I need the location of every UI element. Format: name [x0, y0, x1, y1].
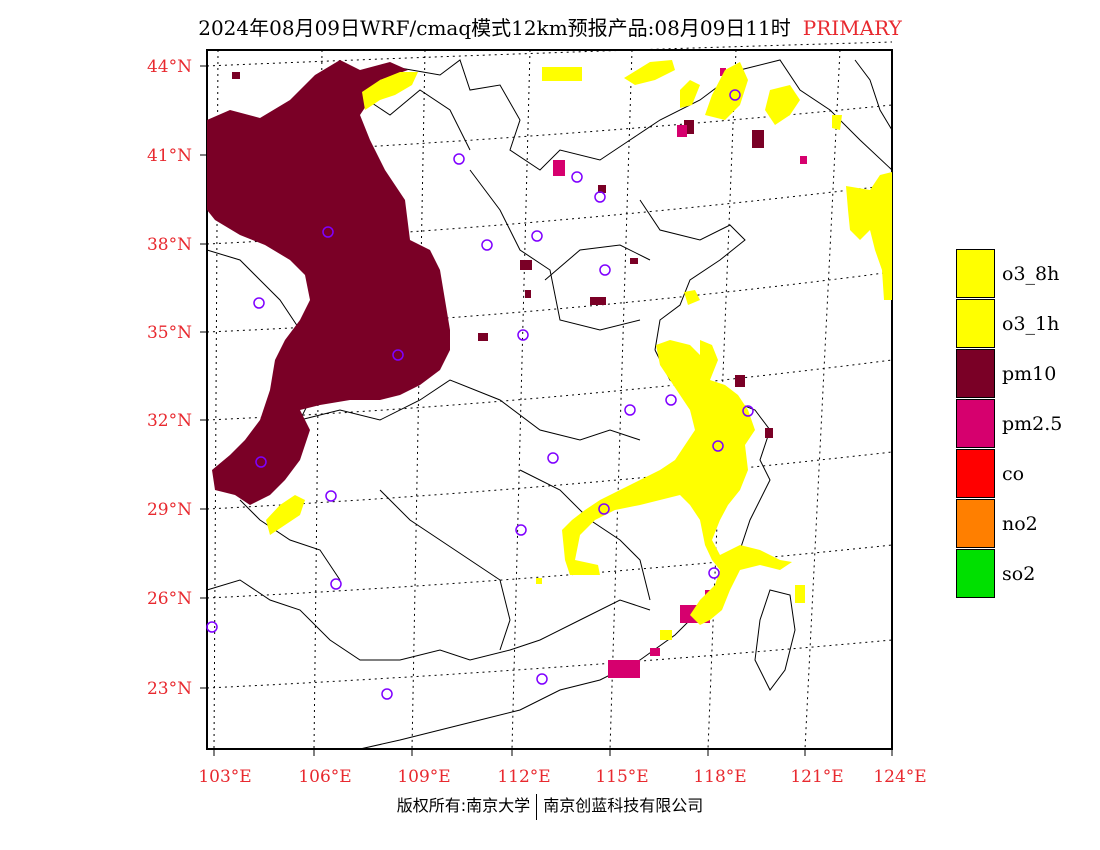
legend-swatch: [956, 549, 995, 598]
lat-label-26: 26°N: [147, 589, 192, 609]
lon-label-112: 112°E: [497, 767, 550, 787]
legend-item-no2: no2: [956, 499, 1100, 549]
lat-label-32: 32°N: [147, 411, 192, 431]
lon-label-124: 124°E: [873, 767, 926, 787]
legend-swatch: [956, 449, 995, 498]
copyright-left: 版权所有:南京大学: [396, 796, 531, 815]
legend-swatch: [956, 499, 995, 548]
pollutant-legend: o3_8h o3_1h pm10 pm2.5 co no2 so2: [956, 249, 1100, 599]
lon-label-118: 118°E: [693, 767, 746, 787]
lon-label-121: 121°E: [790, 767, 843, 787]
lat-label-29: 29°N: [147, 500, 192, 520]
title-text: 2024年08月09日WRF/cmaq模式12km预报产品:08月09日11时: [198, 16, 791, 40]
legend-swatch: [956, 399, 995, 448]
longitude-labels: 103°E 106°E 109°E 112°E 115°E 118°E 121°…: [198, 767, 926, 787]
legend-label: pm2.5: [1002, 413, 1063, 435]
legend-item-so2: so2: [956, 549, 1100, 599]
legend-label: so2: [1002, 563, 1036, 585]
legend-label: o3_8h: [1002, 263, 1060, 285]
legend-label: pm10: [1002, 363, 1057, 385]
legend-swatch: [956, 299, 995, 348]
legend-label: no2: [1002, 513, 1038, 535]
lat-label-35: 35°N: [147, 323, 192, 343]
legend-swatch: [956, 249, 995, 298]
legend-item-pm2-5: pm2.5: [956, 399, 1100, 449]
station-markers: [206, 89, 754, 700]
legend-swatch: [956, 349, 995, 398]
lat-label-23: 23°N: [147, 679, 192, 699]
lon-label-115: 115°E: [595, 767, 648, 787]
lon-label-109: 109°E: [397, 767, 450, 787]
lat-label-38: 38°N: [147, 235, 192, 255]
primary-tag: PRIMARY: [802, 16, 902, 40]
lon-label-106: 106°E: [298, 767, 351, 787]
legend-item-o3-8h: o3_8h: [956, 249, 1100, 299]
lat-label-41: 41°N: [147, 146, 192, 166]
legend-item-co: co: [956, 449, 1100, 499]
o3-regions: [266, 60, 892, 640]
lon-label-103: 103°E: [198, 767, 251, 787]
copyright-footer: 版权所有:南京大学 南京创蓝科技有限公司: [0, 792, 1100, 820]
latitude-labels: 44°N 41°N 38°N 35°N 32°N 29°N 26°N 23°N: [147, 57, 192, 699]
copyright-right: 南京创蓝科技有限公司: [543, 796, 704, 815]
lat-label-44: 44°N: [147, 57, 192, 77]
tick-marks: [200, 65, 893, 756]
legend-item-pm10: pm10: [956, 349, 1100, 399]
legend-label: o3_1h: [1002, 313, 1060, 335]
legend-item-o3-1h: o3_1h: [956, 299, 1100, 349]
legend-label: co: [1002, 463, 1025, 485]
footer-separator: [536, 793, 538, 820]
map-title: 2024年08月09日WRF/cmaq模式12km预报产品:08月09日11时 P…: [0, 12, 1100, 41]
